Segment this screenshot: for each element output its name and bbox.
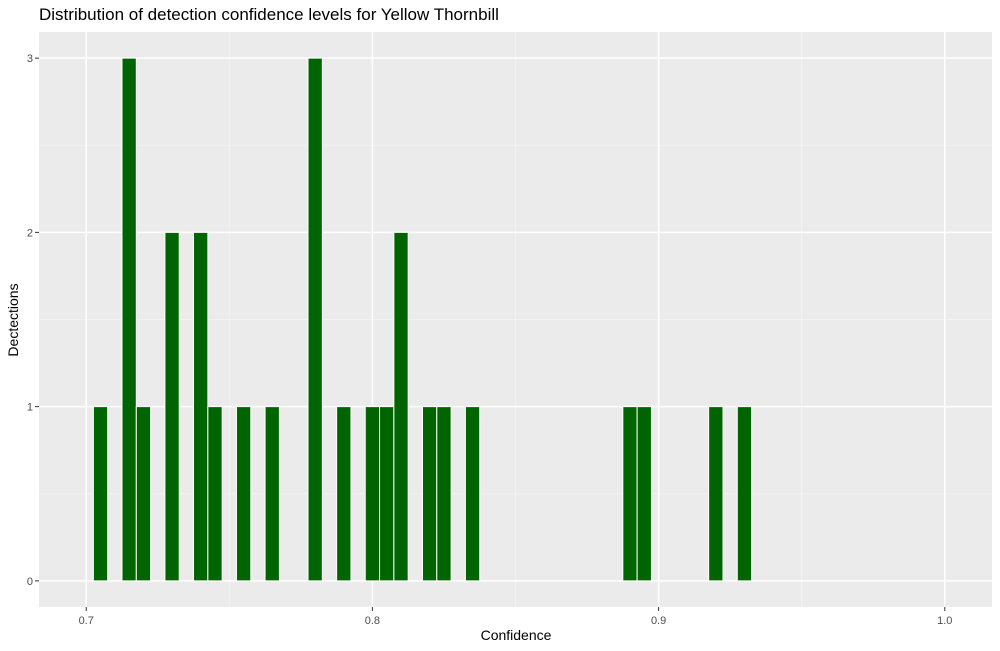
chart-title: Distribution of detection confidence lev… — [39, 5, 499, 24]
histogram-bar — [364, 406, 381, 582]
histogram-bar — [307, 57, 323, 582]
y-tick-label: 1 — [27, 402, 33, 414]
y-tick-label: 3 — [27, 53, 33, 65]
histogram-bar — [264, 406, 280, 582]
y-tick-label: 2 — [27, 227, 33, 239]
x-axis-title: Confidence — [481, 627, 552, 643]
x-tick-label: 0.9 — [651, 615, 666, 627]
histogram-bar — [164, 231, 180, 582]
y-axis-title: Dectections — [5, 283, 21, 356]
histogram-bar — [92, 406, 109, 582]
histogram-bar — [736, 406, 753, 582]
x-tick-label: 0.7 — [79, 615, 94, 627]
histogram-bar — [135, 406, 152, 582]
x-tick-label: 0.8 — [365, 615, 380, 627]
histogram-bar — [708, 406, 724, 582]
histogram-bar — [336, 406, 352, 582]
y-axis-ticks: 0 1 2 3 — [27, 53, 39, 588]
histogram-bar — [464, 406, 481, 582]
histogram-bar — [421, 406, 438, 582]
histogram-bar — [379, 406, 395, 582]
histogram-bar — [393, 231, 409, 582]
histogram-bar — [235, 406, 252, 582]
histogram-bar — [193, 231, 209, 582]
histogram-bar — [622, 406, 638, 582]
x-tick-label: 1.0 — [937, 615, 952, 627]
x-axis-ticks: 0.7 0.8 0.9 1.0 — [79, 607, 952, 627]
y-tick-label: 0 — [27, 576, 33, 588]
histogram-bar — [121, 57, 137, 582]
histogram-bar — [436, 406, 452, 582]
histogram-bars — [92, 57, 753, 582]
histogram-bar — [207, 406, 223, 582]
histogram-bar — [636, 406, 652, 582]
